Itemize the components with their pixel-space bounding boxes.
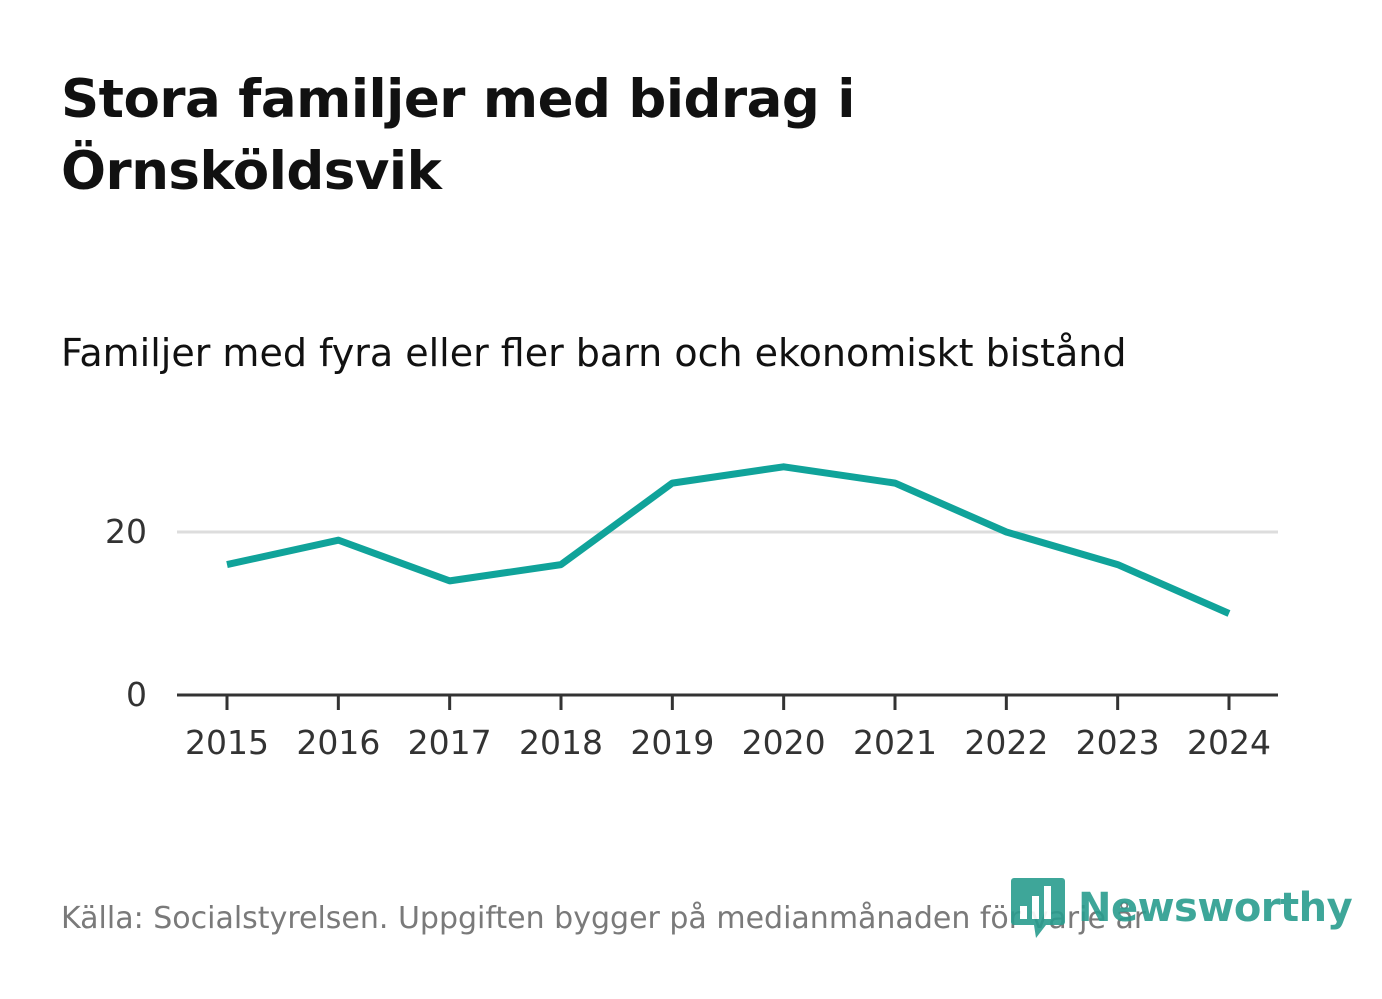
bar-chart-speech-bubble-icon bbox=[1011, 878, 1065, 938]
x-tick-label-2018: 2018 bbox=[519, 723, 603, 762]
x-tick-label-2022: 2022 bbox=[964, 723, 1048, 762]
chart-title: Stora familjer med bidrag i Örnsköldsvik bbox=[61, 69, 855, 202]
x-tick-label-2024: 2024 bbox=[1187, 723, 1271, 762]
x-tick-label-2021: 2021 bbox=[853, 723, 937, 762]
x-tick-label-2019: 2019 bbox=[630, 723, 714, 762]
brand-name: Newsworthy bbox=[1078, 885, 1353, 931]
series-line-0 bbox=[226, 463, 1231, 617]
x-tick-label-2020: 2020 bbox=[742, 723, 826, 762]
x-tick-label-2023: 2023 bbox=[1076, 723, 1160, 762]
newsworthy-logo: Newsworthy bbox=[1010, 876, 1353, 940]
x-tick-label-2016: 2016 bbox=[296, 723, 380, 762]
x-tick-label-2017: 2017 bbox=[408, 723, 492, 762]
x-tick-label-2015: 2015 bbox=[185, 723, 269, 762]
series bbox=[226, 463, 1231, 617]
y-tick-label-0: 0 bbox=[126, 675, 147, 714]
y-tick-label-20: 20 bbox=[105, 512, 147, 551]
source-note: Källa: Socialstyrelsen. Uppgiften bygger… bbox=[61, 901, 1147, 936]
y-axis-ticks: 0 20 bbox=[105, 512, 147, 714]
x-axis-ticks: 2015 2016 2017 2018 2019 2020 2021 2022 2023 2024 bbox=[185, 695, 1271, 762]
chart-subtitle: Familjer med fyra eller fler barn och ek… bbox=[61, 331, 1127, 375]
